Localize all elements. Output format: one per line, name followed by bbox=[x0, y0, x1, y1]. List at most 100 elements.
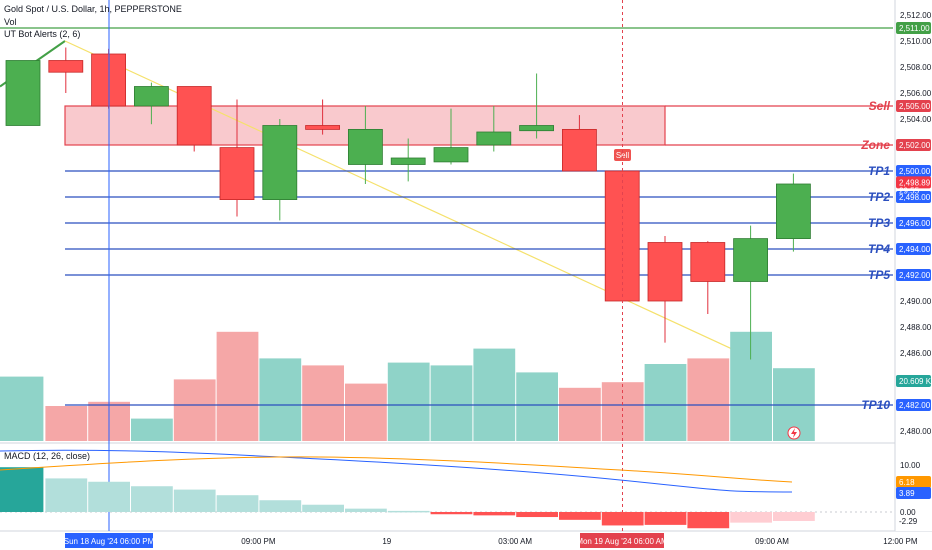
macd-tick-label: 0.00 bbox=[900, 508, 916, 517]
sell-time-bg bbox=[580, 533, 664, 548]
sell-time-label: Mon 19 Aug '24 06:00 AM bbox=[576, 533, 668, 548]
indicator-label: UT Bot Alerts (2, 6) bbox=[4, 29, 81, 39]
macd-label: MACD (12, 26, close) bbox=[4, 451, 91, 461]
level-label-sell: Sell bbox=[869, 99, 891, 113]
macd-histogram-bar bbox=[302, 504, 344, 512]
volume-value-tag-bg bbox=[896, 375, 931, 387]
macd-histogram-bar bbox=[0, 467, 44, 512]
macd-tick-label: 10.00 bbox=[900, 461, 921, 470]
symbol-title: Gold Spot / U.S. Dollar, 1h, PEPPERSTONE bbox=[4, 4, 182, 14]
price-tag-tp5-bg bbox=[896, 269, 931, 281]
macd-histogram-bar bbox=[88, 481, 130, 512]
volume-bar bbox=[387, 362, 430, 441]
price-tick-label: 2,510.00 bbox=[900, 37, 932, 46]
signal-value-tag-bg bbox=[896, 487, 931, 499]
price-tag-tp10-bg bbox=[896, 399, 931, 411]
sell-signal-box bbox=[614, 149, 631, 161]
price-tag-top-bg bbox=[896, 22, 931, 34]
volume-bar bbox=[644, 364, 687, 441]
level-label-tp5: TP5 bbox=[868, 268, 890, 282]
price-tag-tp5: 2,492.00 bbox=[896, 269, 931, 281]
current-price-tag: 2,498.89 bbox=[896, 176, 931, 189]
candle-body bbox=[433, 147, 469, 163]
volume-bar bbox=[516, 372, 558, 441]
macd-line bbox=[0, 449, 793, 493]
hist-value-text: -2.29 bbox=[899, 517, 918, 526]
macd-histogram-bar bbox=[345, 508, 387, 512]
candle-body bbox=[562, 128, 597, 172]
price-tag-zone: 2,502.00 bbox=[896, 139, 931, 151]
level-label-zone: Zone bbox=[860, 138, 890, 152]
volume-bar bbox=[45, 406, 88, 441]
candle-body bbox=[519, 125, 554, 132]
candle-body bbox=[647, 242, 683, 302]
level-label-tp2: TP2 bbox=[868, 190, 890, 204]
countdown-text: 29:55 bbox=[899, 186, 920, 195]
price-tag-tp1-text: 2,500.00 bbox=[899, 167, 931, 176]
price-tag-tp2-bg bbox=[896, 191, 931, 203]
volume-bar bbox=[216, 331, 259, 441]
price-tick-label: 2,486.00 bbox=[900, 349, 932, 358]
volume-value-tag-text: 20.609 K bbox=[899, 377, 932, 386]
macd-pane bbox=[0, 449, 815, 529]
price-tick-label: 2,508.00 bbox=[900, 63, 932, 72]
macd-histogram-bar bbox=[730, 512, 772, 523]
price-tag-tp10-text: 2,482.00 bbox=[899, 401, 931, 410]
volume-bar bbox=[559, 387, 601, 441]
price-tag-tp4-bg bbox=[896, 243, 931, 255]
macd-value-tag: 6.18 bbox=[896, 476, 931, 488]
price-tag-tp10: 2,482.00 bbox=[896, 399, 931, 411]
price-tick-label: 2,504.00 bbox=[900, 115, 932, 124]
price-tag-tp3: 2,496.00 bbox=[896, 217, 931, 229]
macd-histogram-bar bbox=[601, 512, 644, 526]
time-label: 09:00 PM bbox=[241, 537, 276, 546]
price-tag-sell: 2,505.00 bbox=[896, 100, 931, 112]
macd-value-tag-bg bbox=[896, 476, 931, 488]
level-label-tp10: TP10 bbox=[861, 398, 890, 412]
macd-histogram-bar bbox=[430, 512, 473, 515]
volume-bar bbox=[430, 365, 473, 441]
price-axis[interactable]: 2,512.00 2,510.00 2,508.00 2,506.00 2,504.00… bbox=[894, 0, 932, 531]
vol-label: Vol bbox=[4, 17, 17, 27]
candle-body bbox=[733, 238, 768, 282]
current-price-tag-text: 2,498.89 bbox=[899, 178, 931, 187]
price-tag-zone-bg bbox=[896, 139, 931, 151]
macd-histogram-bar bbox=[131, 486, 173, 512]
volume-bar bbox=[131, 418, 173, 441]
candle-body bbox=[48, 60, 84, 73]
macd-histogram-bar bbox=[559, 512, 601, 520]
signal-value-tag: 3.89 bbox=[896, 487, 931, 499]
macd-histogram-bar bbox=[45, 478, 88, 512]
candle-body bbox=[347, 128, 383, 165]
price-tag-top: 2,511.00 bbox=[896, 22, 931, 34]
macd-histogram-bar bbox=[473, 512, 516, 516]
candle-body bbox=[690, 242, 726, 282]
volume-bar bbox=[473, 348, 516, 441]
candle-body bbox=[390, 157, 426, 165]
candles: Sell bbox=[5, 47, 811, 360]
volume-bars bbox=[0, 331, 815, 441]
level-label-tp3: TP3 bbox=[868, 216, 890, 230]
level-label-tp4: TP4 bbox=[868, 242, 890, 256]
macd-histogram-bar bbox=[644, 512, 687, 525]
price-tag-sell-bg bbox=[896, 100, 931, 112]
price-tick-label: 2,488.00 bbox=[900, 323, 932, 332]
price-tag-zone-text: 2,502.00 bbox=[899, 141, 931, 150]
volume-bar bbox=[687, 358, 730, 441]
price-tag-tp5-text: 2,492.00 bbox=[899, 271, 931, 280]
lightning-icon[interactable] bbox=[787, 426, 801, 440]
price-tick-label: 2,512.00 bbox=[900, 11, 932, 20]
candle-body bbox=[133, 86, 169, 107]
time-label: 09:00 AM bbox=[755, 537, 789, 546]
macd-value-tag-text: 6.18 bbox=[899, 478, 915, 487]
macd-histogram-bar bbox=[259, 500, 302, 512]
price-tag-tp4: 2,494.00 bbox=[896, 243, 931, 255]
price-tag-top-text: 2,511.00 bbox=[899, 24, 930, 33]
price-tag-tp1-bg bbox=[896, 165, 931, 177]
macd-histogram-bar bbox=[216, 495, 259, 512]
crosshair-time-bg bbox=[65, 533, 153, 548]
crosshair bbox=[108, 0, 623, 531]
volume-bar bbox=[173, 379, 216, 441]
